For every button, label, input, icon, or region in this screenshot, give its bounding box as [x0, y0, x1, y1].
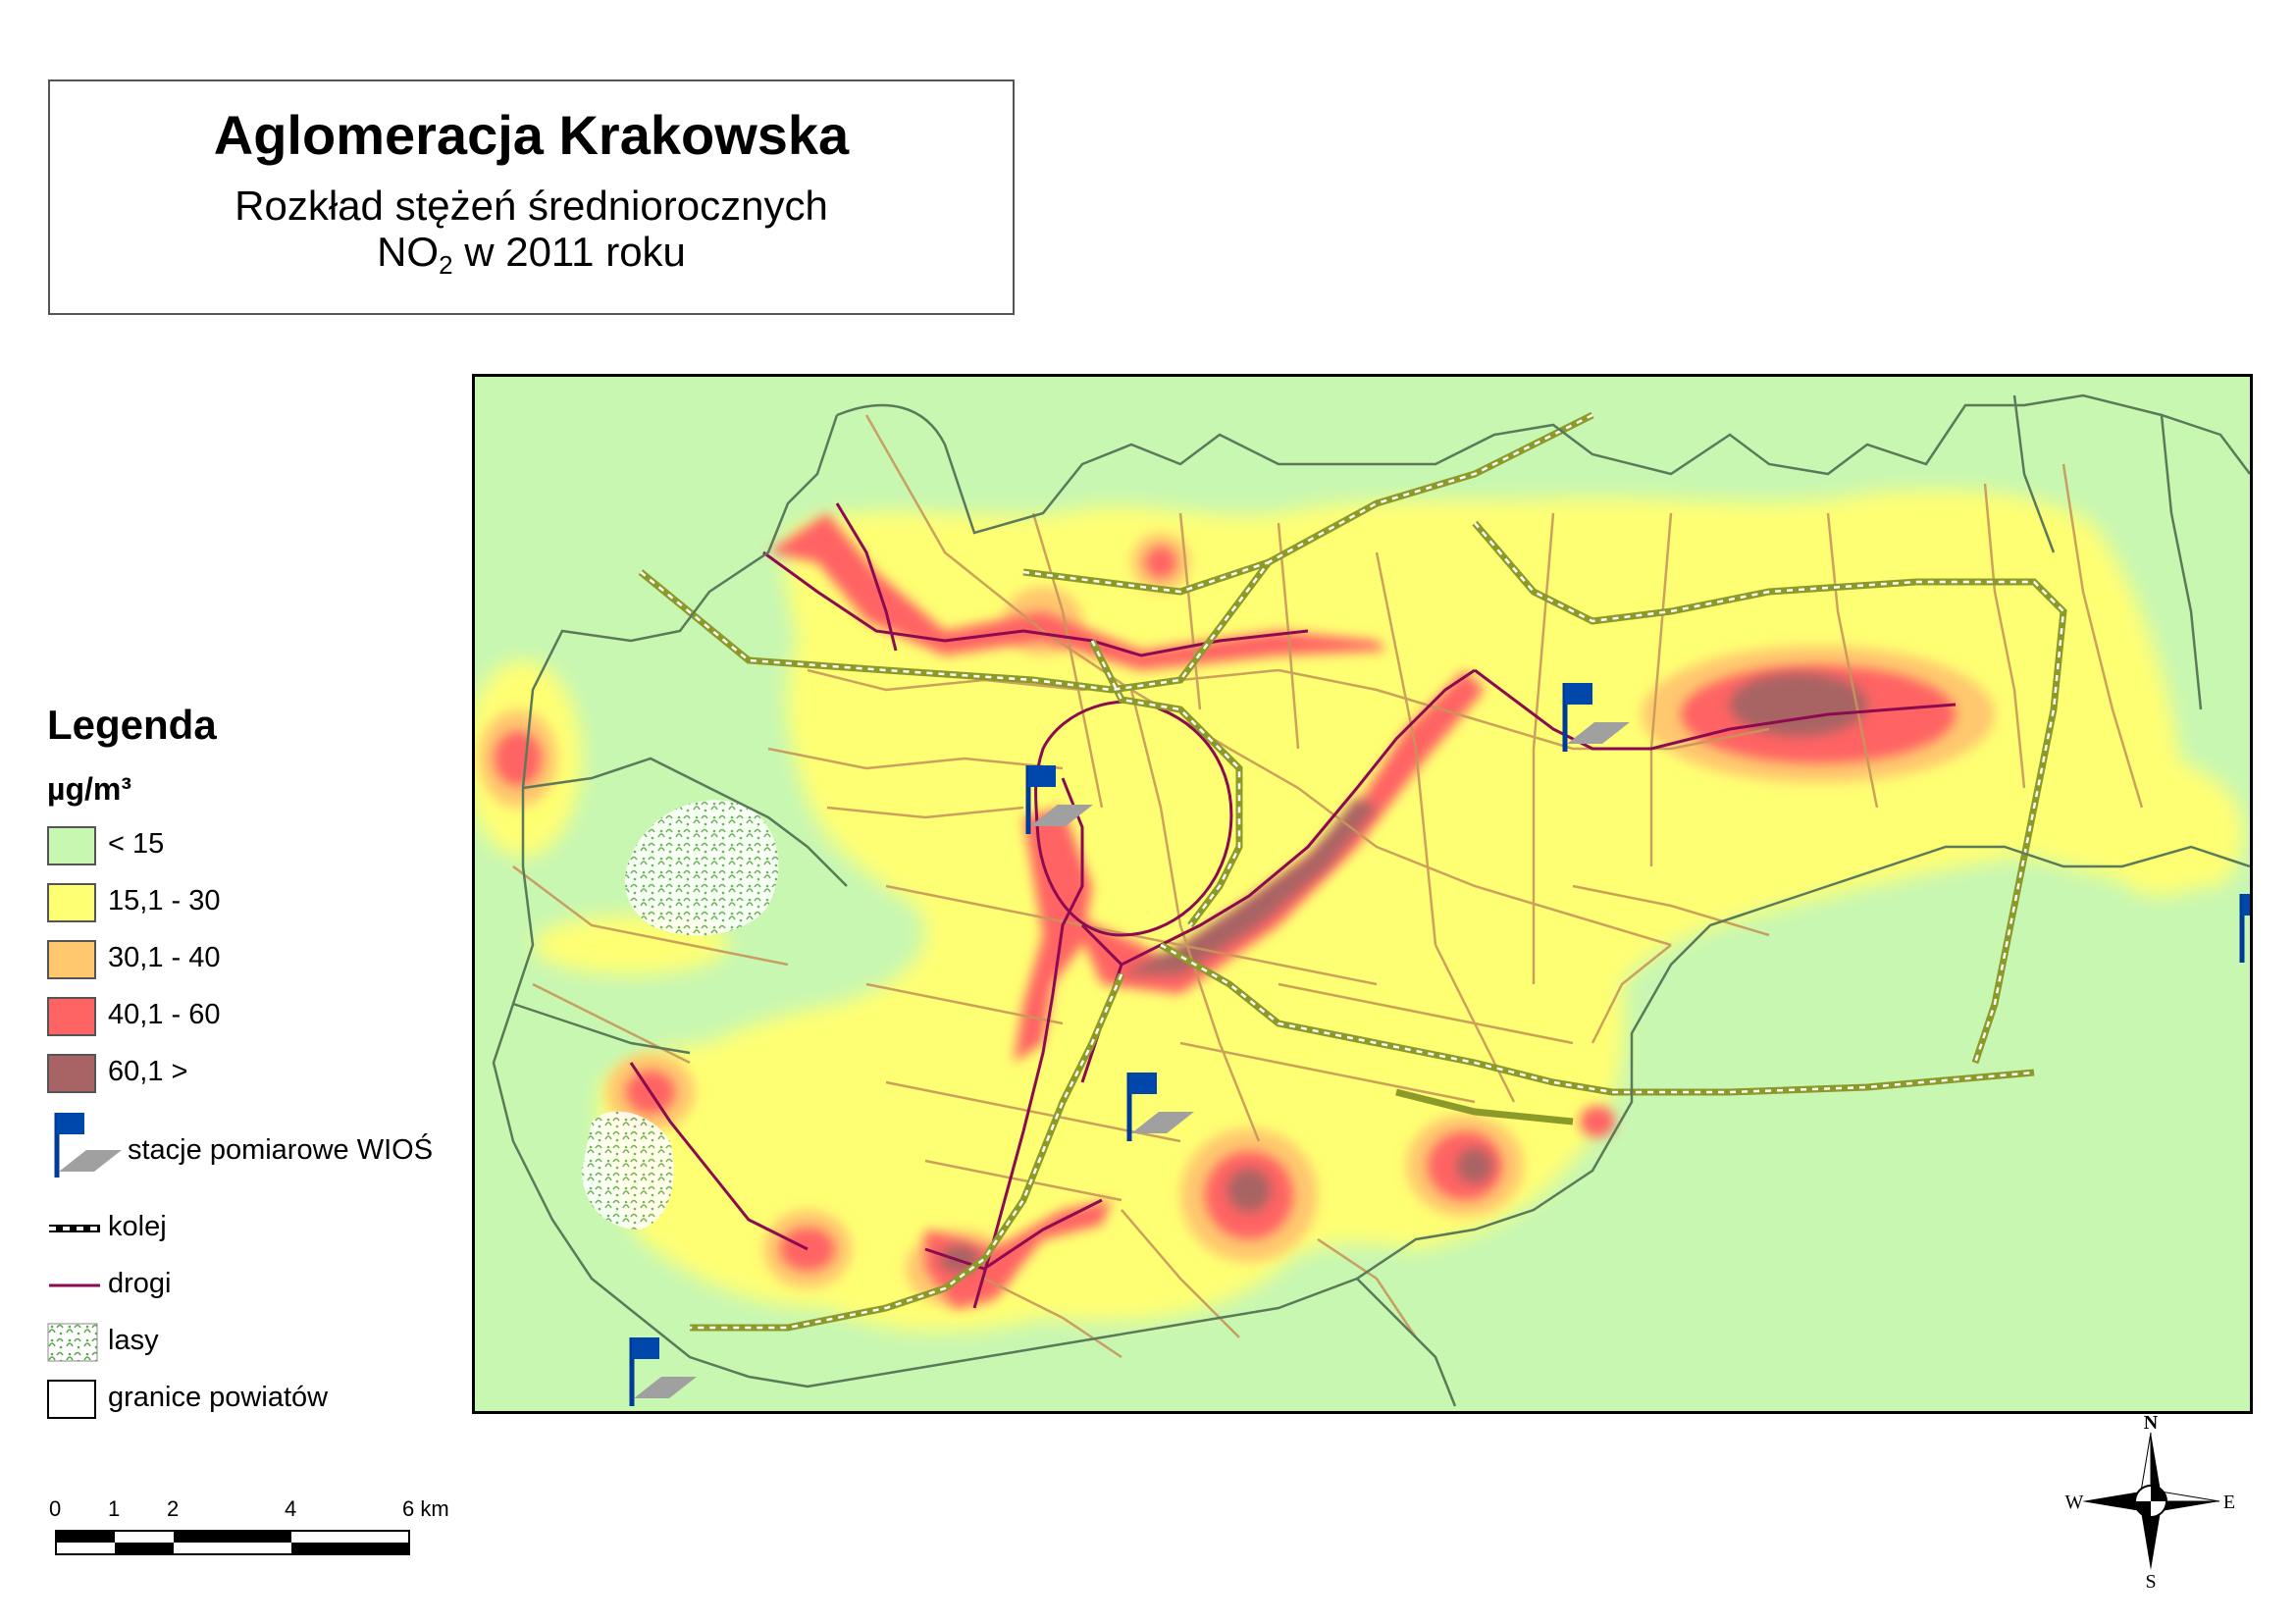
- legend-label: stacje pomiarowe WIOŚ: [128, 1134, 434, 1166]
- legend-label: lasy: [108, 1325, 159, 1356]
- map-subtitle-line1: Rozkład stężeń średniorocznych: [235, 183, 828, 229]
- scale-bar-graphic: [55, 1530, 410, 1555]
- scale-label: 6 km: [402, 1496, 449, 1521]
- district-borders: [492, 393, 2250, 1407]
- station-flag-icon: [1562, 683, 1630, 752]
- compass-w: W: [2065, 1492, 2084, 1513]
- map-title: Aglomeracja Krakowska: [213, 104, 850, 166]
- concentration-map: [475, 377, 2250, 1411]
- scale-label: 0: [49, 1496, 62, 1521]
- station-flag-icon: [1025, 765, 1093, 834]
- legend-swatch: [47, 826, 96, 865]
- scale-label: 2: [167, 1496, 180, 1521]
- station-flags: [629, 683, 2250, 1406]
- zone-above-60: [940, 673, 1867, 1273]
- map-subtitle-line2: NO2 w 2011 roku: [50, 229, 1013, 281]
- compass-icon: N S W E: [2065, 1412, 2236, 1593]
- legend-swatch: [47, 940, 96, 979]
- no-text: NO: [377, 229, 440, 275]
- scale-bar: 0 1 2 4 6 km: [49, 1496, 520, 1565]
- no-subscript: 2: [439, 250, 453, 280]
- border-swatch: [47, 1380, 96, 1419]
- legend-label: 15,1 - 30: [108, 885, 221, 916]
- compass-e: E: [2223, 1492, 2235, 1513]
- legend-swatch: [47, 1054, 96, 1093]
- legend-swatch: [47, 883, 96, 922]
- legend-title: Legenda: [47, 702, 217, 748]
- railways-dash: [640, 413, 2065, 1330]
- title-box: Aglomeracja Krakowska Rozkład stężeń śre…: [48, 79, 1015, 315]
- station-flag-icon: [54, 1113, 122, 1178]
- forest-areas: [582, 800, 779, 1230]
- station-flag-icon: [629, 1337, 697, 1406]
- compass-s: S: [2145, 1571, 2156, 1590]
- legend-swatch: [47, 997, 96, 1036]
- station-flag-icon: [2239, 894, 2250, 963]
- main-roads: [629, 502, 1957, 1309]
- legend-label: granice powiatów: [108, 1382, 329, 1413]
- scale-label: 1: [108, 1496, 121, 1521]
- legend-label: drogi: [108, 1268, 172, 1299]
- legend-unit: µg/m³: [47, 771, 131, 807]
- rail-line-icon: [49, 1225, 100, 1232]
- map-frame: [472, 374, 2253, 1414]
- forest-pattern-icon: [47, 1323, 98, 1362]
- legend-label: < 15: [108, 828, 165, 860]
- legend-label: 40,1 - 60: [108, 999, 221, 1030]
- year-text: w 2011 roku: [452, 229, 686, 275]
- compass-n: N: [2144, 1413, 2159, 1434]
- road-line-icon: [49, 1283, 100, 1287]
- compass-rose: N S W E: [2062, 1412, 2239, 1593]
- station-flag-icon: [1126, 1073, 1194, 1141]
- legend-label: 30,1 - 40: [108, 942, 221, 973]
- scale-label: 4: [285, 1496, 297, 1521]
- legend-label: 60,1 >: [108, 1056, 188, 1087]
- legend-label: kolej: [108, 1211, 167, 1242]
